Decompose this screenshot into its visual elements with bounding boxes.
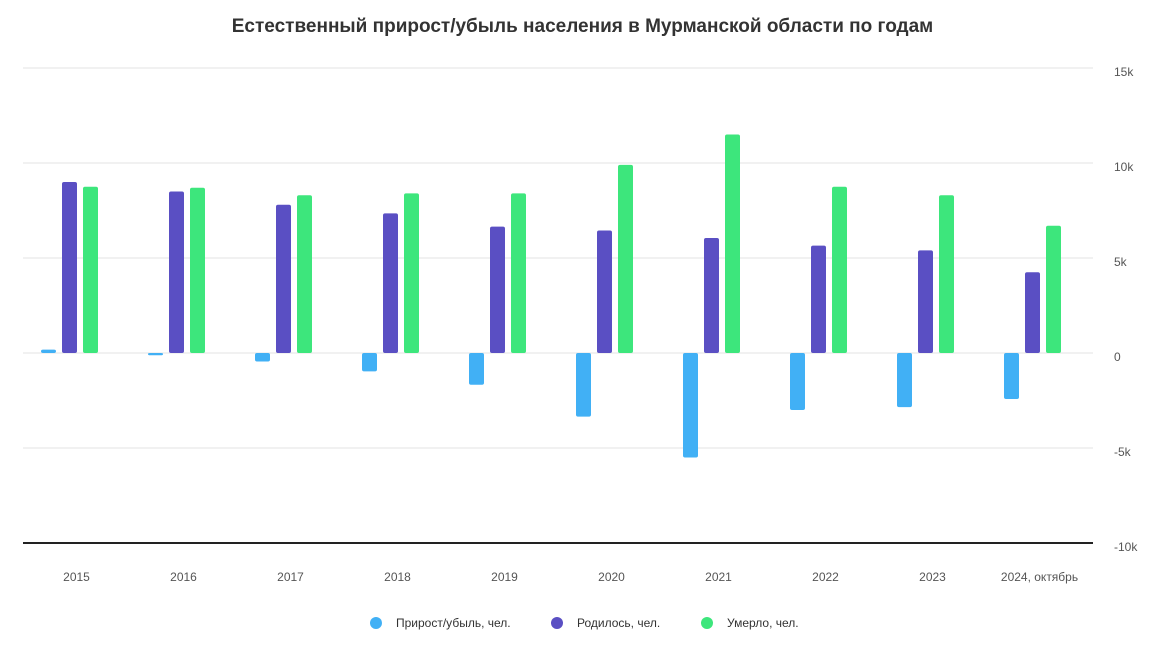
bar-series-3-2023[interactable] — [939, 195, 954, 353]
bar-series-2-2023[interactable] — [918, 250, 933, 353]
y-tick-label: -5k — [1114, 445, 1132, 459]
bar-series-3-2019[interactable] — [511, 193, 526, 353]
bar-series-1-2020[interactable] — [576, 353, 591, 417]
bar-series-3-2021[interactable] — [725, 134, 740, 354]
chart-title: Естественный прирост/убыль населения в М… — [231, 16, 934, 37]
bar-series-2-2015[interactable] — [62, 182, 77, 353]
bar-series-3-2022[interactable] — [832, 186, 847, 353]
x-tick-label: 2018 — [384, 570, 411, 584]
bar-series-1-2018[interactable] — [362, 353, 377, 372]
bar-series-1-2017[interactable] — [255, 353, 270, 362]
bar-series-3-2024-октябрь[interactable] — [1046, 225, 1061, 353]
legend-label[interactable]: Умерло, чел. — [727, 616, 799, 630]
x-tick-label: 2020 — [598, 570, 625, 584]
bar-series-2-2017[interactable] — [276, 204, 291, 353]
bar-series-1-2015[interactable] — [41, 349, 56, 353]
bar-series-2-2022[interactable] — [811, 245, 826, 353]
legend-label[interactable]: Прирост/убыль, чел. — [396, 616, 511, 630]
bar-series-2-2018[interactable] — [383, 213, 398, 353]
legend-marker[interactable] — [551, 617, 563, 629]
y-tick-label: 0 — [1114, 350, 1121, 364]
legend-marker[interactable] — [370, 617, 382, 629]
bar-series-2-2016[interactable] — [169, 191, 184, 354]
bar-series-3-2016[interactable] — [190, 187, 205, 353]
x-tick-label: 2017 — [277, 570, 304, 584]
bar-series-1-2024-октябрь[interactable] — [1004, 353, 1019, 399]
x-tick-label: 2015 — [63, 570, 90, 584]
bar-series-2-2020[interactable] — [597, 230, 612, 353]
bar-series-3-2017[interactable] — [297, 195, 312, 353]
y-tick-label: 15k — [1114, 65, 1134, 79]
y-tick-label: 5k — [1114, 255, 1128, 269]
bar-series-2-2019[interactable] — [490, 226, 505, 353]
bar-series-2-2024-октябрь[interactable] — [1025, 272, 1040, 353]
x-tick-label: 2022 — [812, 570, 839, 584]
legend-marker[interactable] — [701, 617, 713, 629]
bar-series-1-2022[interactable] — [790, 353, 805, 410]
bar-series-2-2021[interactable] — [704, 238, 719, 353]
bar-series-1-2019[interactable] — [469, 353, 484, 385]
x-tick-label: 2024, октябрь — [1001, 570, 1078, 584]
bar-series-3-2020[interactable] — [618, 164, 633, 353]
bar-series-1-2016[interactable] — [148, 353, 163, 356]
x-tick-label: 2021 — [705, 570, 732, 584]
x-tick-label: 2023 — [919, 570, 946, 584]
bar-series-1-2021[interactable] — [683, 353, 698, 458]
bar-series-3-2018[interactable] — [404, 193, 419, 353]
x-tick-label: 2016 — [170, 570, 197, 584]
bar-series-1-2023[interactable] — [897, 353, 912, 408]
y-tick-label: 10k — [1114, 160, 1134, 174]
bar-series-3-2015[interactable] — [83, 186, 98, 353]
y-tick-label: -10k — [1114, 540, 1138, 554]
legend-label[interactable]: Родилось, чел. — [577, 616, 660, 630]
x-tick-label: 2019 — [491, 570, 518, 584]
